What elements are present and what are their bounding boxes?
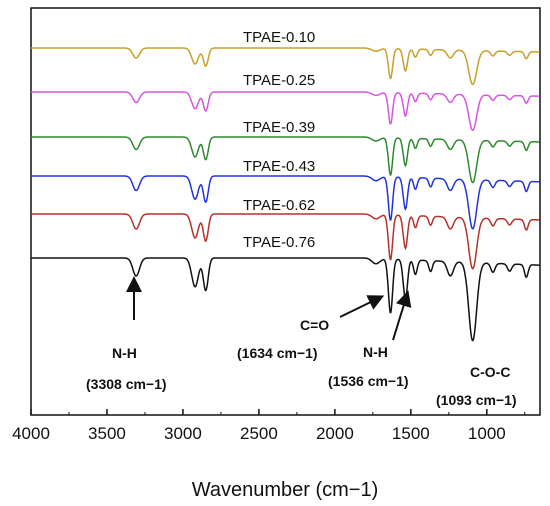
series-line-tpae-0.25 bbox=[31, 91, 540, 132]
series-line-tpae-0.10 bbox=[31, 47, 540, 86]
annotation-sub-nh-3308: (3308 cm−1) bbox=[86, 376, 167, 392]
annotation-label-coc-1093: C-O-C bbox=[470, 364, 510, 380]
annotation-label-nh-3308: N-H bbox=[112, 345, 137, 361]
x-tick-label-1500: 1500 bbox=[392, 424, 430, 443]
series-line-tpae-0.62 bbox=[31, 213, 540, 270]
series-traces bbox=[31, 47, 540, 342]
peak-annotations: N-H (3308 cm−1) C=O (1634 cm−1) N-H (153… bbox=[86, 276, 517, 408]
x-tick-label-2000: 2000 bbox=[316, 424, 354, 443]
annotation-arrow-co-1634 bbox=[339, 295, 385, 318]
series-label-tpae-0.25: TPAE-0.25 bbox=[243, 72, 315, 89]
series-label-tpae-0.43: TPAE-0.43 bbox=[243, 158, 315, 175]
x-axis: 4000 3500 3000 2500 2000 1500 1000 bbox=[12, 409, 526, 443]
x-tick-label-1000: 1000 bbox=[468, 424, 506, 443]
x-tick-label-2500: 2500 bbox=[240, 424, 278, 443]
series-label-tpae-0.39: TPAE-0.39 bbox=[243, 119, 315, 136]
series-label-tpae-0.10: TPAE-0.10 bbox=[243, 29, 315, 46]
series-line-tpae-0.39 bbox=[31, 136, 540, 184]
plot-frame bbox=[30, 7, 541, 416]
annotation-sub-nh-1536: (1536 cm−1) bbox=[328, 373, 409, 389]
x-axis-title: Wavenumber (cm−1) bbox=[192, 479, 379, 501]
annotation-sub-coc-1093: (1093 cm−1) bbox=[436, 392, 517, 408]
annotation-arrow-nh-1536 bbox=[392, 290, 412, 341]
series-label-tpae-0.76: TPAE-0.76 bbox=[243, 234, 315, 251]
series-labels: TPAE-0.10 TPAE-0.25 TPAE-0.39 TPAE-0.43 … bbox=[243, 29, 315, 251]
series-label-tpae-0.62: TPAE-0.62 bbox=[243, 197, 315, 214]
x-tick-label-3500: 3500 bbox=[88, 424, 126, 443]
x-tick-label-3000: 3000 bbox=[164, 424, 202, 443]
annotation-label-co-1634: C=O bbox=[300, 317, 329, 333]
annotation-label-nh-1536: N-H bbox=[363, 344, 388, 360]
x-tick-label-4000: 4000 bbox=[12, 424, 50, 443]
series-line-tpae-0.43 bbox=[31, 175, 540, 230]
series-line-tpae-0.76 bbox=[31, 257, 540, 342]
annotation-sub-co-1634: (1634 cm−1) bbox=[237, 345, 318, 361]
